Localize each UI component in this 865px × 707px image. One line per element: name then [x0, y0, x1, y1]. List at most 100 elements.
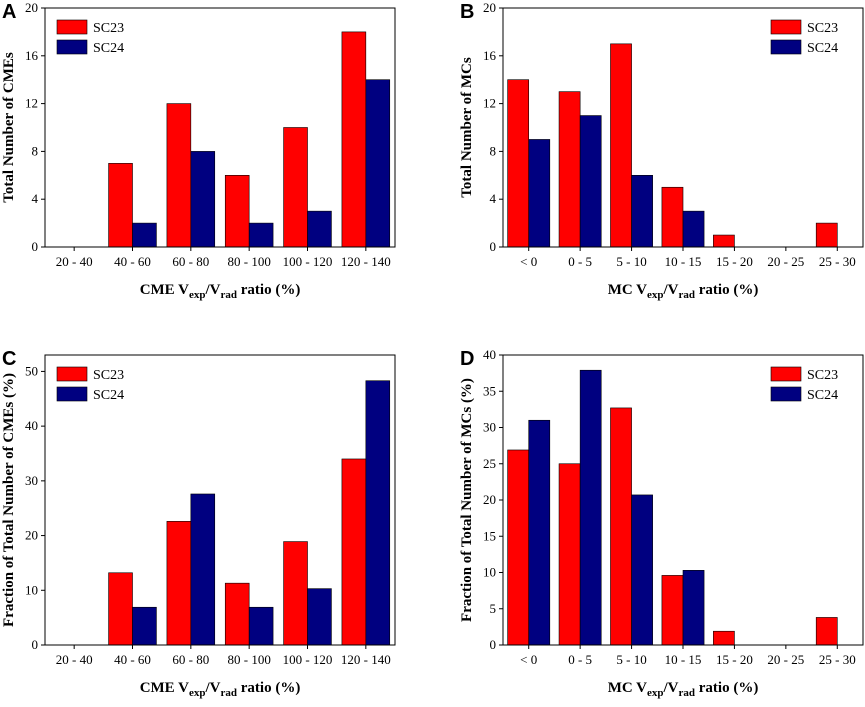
y-tick-label: 20: [25, 0, 38, 15]
panel-letter: A: [2, 1, 16, 23]
legend-swatch-sc24: [56, 39, 88, 55]
x-tick-label: 60 - 80: [172, 652, 209, 667]
x-label-part: ratio (%): [695, 282, 758, 298]
legend-swatch-sc24: [56, 386, 88, 402]
x-tick-label: 120 - 140: [341, 254, 391, 269]
bar-sc23: [108, 572, 133, 646]
x-label-part: MC V: [608, 680, 647, 696]
legend: SC23 SC24: [770, 19, 838, 56]
legend-label: SC23: [93, 21, 124, 36]
panel-letter: C: [2, 348, 16, 370]
bar-sc23: [610, 407, 632, 646]
x-tick-label: 0 - 5: [568, 254, 592, 269]
x-tick-label: 25 - 30: [819, 652, 856, 667]
y-tick-label: 0: [32, 637, 39, 652]
x-label-sub: rad: [221, 289, 238, 301]
panel-c: C 20 - 40 40 - 60 60 - 80 80 - 100 100 - 120 1…: [1, 348, 396, 699]
x-axis-label: CME Vexp/Vrad ratio (%): [140, 282, 301, 301]
x-tick-label: 20 - 40: [56, 652, 93, 667]
plot-frame: [502, 7, 864, 248]
bar-sc23: [108, 163, 133, 248]
x-label-part: ratio (%): [695, 680, 758, 696]
bar-sc24: [631, 494, 653, 646]
bar-sc23: [713, 234, 735, 248]
x-axis-label: MC Vexp/Vrad ratio (%): [608, 680, 759, 699]
y-tick-label: 25: [483, 456, 496, 471]
y-tick-label: 10: [483, 565, 496, 580]
x-tick-label: 120 - 140: [341, 652, 391, 667]
bar-sc24: [579, 115, 602, 248]
panel-letter: B: [460, 1, 474, 23]
bar-sc24: [132, 222, 157, 248]
y-tick-label: 50: [25, 363, 38, 378]
panel-letter: D: [460, 348, 474, 370]
bar-sc23: [224, 175, 250, 248]
y-tick-label: 20: [483, 0, 496, 15]
x-label-sub: exp: [647, 289, 664, 301]
bar-sc24: [190, 493, 216, 646]
bar-sc24: [682, 570, 705, 646]
legend-label: SC24: [93, 41, 124, 56]
x-tick-label: 40 - 60: [114, 652, 151, 667]
y-tick-label: 40: [483, 347, 496, 362]
bar-sc23: [558, 463, 581, 646]
bar-sc23: [224, 582, 250, 646]
bar-sc23: [507, 79, 530, 248]
bar-sc23: [507, 449, 530, 646]
y-tick-label: 0: [490, 637, 497, 652]
legend-swatch-sc23: [770, 19, 802, 35]
legend-swatch-sc24: [770, 386, 802, 402]
legend-label: SC23: [807, 21, 838, 36]
legend-label: SC24: [807, 388, 838, 403]
legend-swatch-sc24: [770, 39, 802, 55]
legend-label: SC23: [807, 368, 838, 383]
bar-sc23: [283, 541, 308, 646]
x-label-part: ratio (%): [237, 680, 300, 696]
x-label-part: ratio (%): [237, 282, 300, 298]
legend-swatch-sc23: [770, 366, 802, 382]
x-tick-label: 15 - 20: [716, 652, 753, 667]
bar-sc24: [307, 588, 332, 646]
bar-sc24: [190, 151, 216, 248]
bar-sc24: [528, 139, 551, 248]
y-tick-label: 16: [483, 48, 497, 63]
bar-sc23: [558, 91, 581, 248]
bar-sc23: [283, 127, 308, 248]
legend-swatch-sc23: [56, 366, 88, 382]
bar-sc23: [341, 31, 367, 248]
x-label-sub: exp: [189, 687, 206, 699]
panel-b: B < 0 0 - 5 5 - 10 10 - 15 15 - 20 20 - 25 25 -…: [459, 0, 864, 301]
x-tick-label: 80 - 100: [227, 652, 270, 667]
x-label-sub: exp: [647, 687, 664, 699]
legend-label: SC23: [93, 368, 124, 383]
panel-d: D < 0 0 - 5 5 - 10 10 - 15 15 - 20 20 - 25 25 -…: [459, 347, 864, 699]
bar-sc24: [365, 380, 391, 646]
y-axis-label: Fraction of Total Number of CMEs (%): [1, 373, 17, 627]
x-label-part: CME V: [140, 282, 189, 298]
y-tick-label: 4: [32, 191, 39, 206]
x-label-part: /V: [205, 680, 221, 696]
y-tick-label: 16: [25, 48, 39, 63]
bar-sc23: [166, 103, 192, 248]
y-tick-label: 15: [483, 528, 496, 543]
x-tick-label: 100 - 120: [283, 652, 333, 667]
bar-sc23: [341, 458, 367, 646]
x-tick-label: 80 - 100: [227, 254, 270, 269]
bar-sc23: [815, 617, 838, 646]
x-tick-label: 100 - 120: [283, 254, 333, 269]
legend: SC23 SC24: [770, 366, 838, 403]
bar-sc24: [528, 419, 551, 646]
bar-sc23: [610, 43, 632, 248]
y-tick-label: 20: [25, 528, 38, 543]
x-tick-label: 5 - 10: [616, 652, 646, 667]
x-label-sub: rad: [221, 687, 238, 699]
x-tick-label: < 0: [520, 652, 537, 667]
x-axis-label: MC Vexp/Vrad ratio (%): [608, 282, 759, 301]
bar-sc23: [815, 222, 838, 248]
bar-sc23: [713, 630, 735, 646]
y-axis-label: Total Number of MCs: [459, 57, 475, 198]
legend-swatch-sc23: [56, 19, 88, 35]
x-label-part: /V: [663, 680, 679, 696]
bar-sc23: [661, 575, 684, 646]
